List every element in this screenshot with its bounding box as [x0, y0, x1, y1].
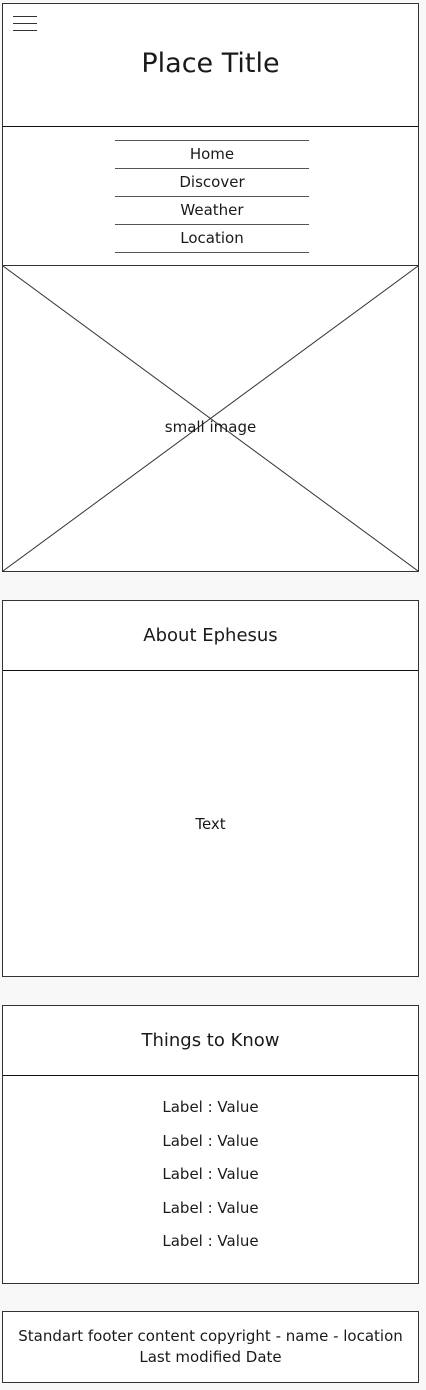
about-text: Text [195, 814, 226, 833]
about-section: About Ephesus Text [2, 600, 419, 977]
image-caption: small image [164, 418, 257, 436]
hamburger-line [13, 16, 37, 17]
facts-list: Label : Value Label : Value Label : Valu… [3, 1076, 418, 1266]
site-header: Place Title [2, 3, 419, 127]
hamburger-line [13, 23, 37, 24]
fact-row: Label : Value [162, 1131, 259, 1150]
fact-row: Label : Value [162, 1098, 259, 1116]
things-to-know-section: Things to Know Label : Value Label : Val… [2, 1005, 419, 1284]
main-nav: Home Discover Weather Location [2, 126, 419, 266]
image-placeholder: small image [2, 265, 419, 572]
site-footer: Standart footer content copyright - name… [2, 1311, 419, 1383]
fact-row: Label : Value [162, 1198, 259, 1217]
fact-row: Label : Value [162, 1232, 259, 1250]
page-title: Place Title [141, 48, 280, 79]
hamburger-menu-icon[interactable] [13, 14, 39, 36]
footer-modified-date: Last modified Date [139, 1348, 282, 1366]
about-heading: About Ephesus [3, 601, 418, 671]
nav-item-home[interactable]: Home [115, 141, 309, 169]
image-placeholder-icon [3, 266, 418, 571]
nav-item-location[interactable]: Location [115, 225, 309, 253]
nav-item-weather[interactable]: Weather [115, 197, 309, 225]
nav-item-discover[interactable]: Discover [115, 169, 309, 197]
things-to-know-heading: Things to Know [3, 1006, 418, 1076]
fact-row: Label : Value [162, 1165, 259, 1183]
footer-copyright: Standart footer content copyright - name… [18, 1327, 403, 1345]
hamburger-line [13, 30, 37, 31]
nav-list: Home Discover Weather Location [115, 140, 309, 253]
